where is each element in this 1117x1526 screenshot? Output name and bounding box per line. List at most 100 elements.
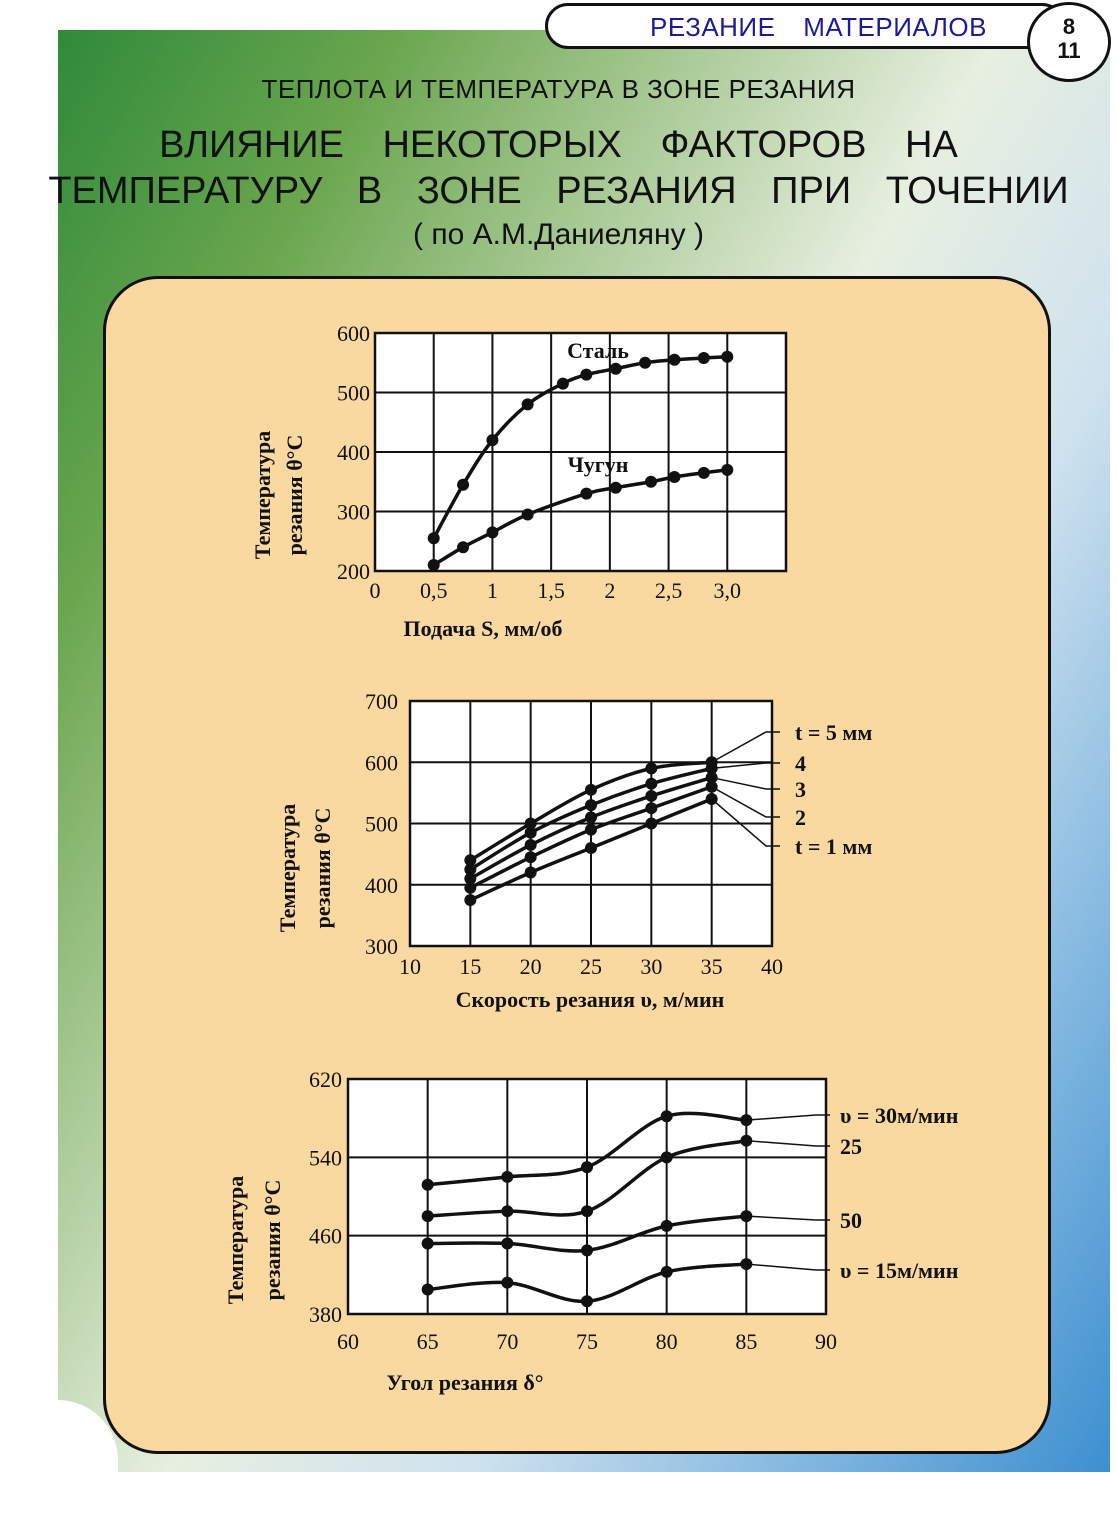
chart-2-ytick-label: 400 (365, 873, 398, 898)
topic-heading: ТЕПЛОТА И ТЕМПЕРАТУРА В ЗОНЕ РЕЗАНИЯ (261, 74, 856, 104)
chart-1-data-point (521, 398, 534, 411)
page-number-badge: 8 11 (1027, 2, 1111, 82)
chart-1-series-label: Сталь (567, 338, 629, 363)
chart-1-ylabel: Температура (250, 431, 275, 559)
chart-2-data-point (524, 866, 537, 879)
chart-3-data-point (660, 1151, 673, 1164)
chart-1-series-label: Чугун (568, 452, 629, 477)
chart-2-data-point (464, 872, 477, 885)
chart-2-data-point (645, 777, 658, 790)
chart-3-data-point (501, 1276, 514, 1289)
chart-2-data-point (524, 817, 537, 830)
chart-3-xtick-label: 85 (735, 1329, 757, 1354)
chart-1-data-point (427, 559, 440, 572)
chart-3-data-point (660, 1110, 673, 1123)
chart-3-data-point (581, 1161, 593, 1174)
chart-2-leader-line (711, 798, 780, 847)
chart-3-leader-line (746, 1139, 830, 1147)
chart-2-xtick-label: 30 (640, 954, 662, 979)
chart-1-data-point (521, 508, 534, 521)
chart-3-leader-line (746, 1215, 830, 1221)
chart-2-data-point (585, 842, 597, 854)
chart-2-series-label: t = 1 мм (795, 834, 872, 859)
chart-2-data-point (464, 863, 477, 876)
chart-2-data-point (645, 817, 658, 830)
chart-3-ylabel-2: резания θ°C (260, 1180, 285, 1301)
chart-1-data-point (721, 463, 734, 476)
chart-2-xtick-label: 25 (580, 954, 602, 979)
chart-2-xtick-label: 20 (520, 954, 542, 979)
chart-1-data-point (668, 470, 681, 483)
chart-3-xtick-label: 70 (496, 1329, 518, 1354)
chart-2-ytick-label: 600 (365, 750, 398, 775)
chart-2-data-point (585, 783, 597, 796)
chart-3-leader-line (746, 1114, 830, 1121)
chart-1-xtick-label: 2,5 (655, 578, 683, 603)
chart-3-data-point (421, 1237, 434, 1250)
chart-2-data-point (645, 802, 658, 815)
chart-2-data-point (585, 823, 597, 836)
chart-3-xtick-label: 60 (337, 1329, 359, 1354)
chart-2-data-point (645, 762, 658, 775)
chart-3-leader-line (746, 1263, 830, 1271)
chart-3-data-point (660, 1219, 673, 1232)
section-header (545, 3, 1065, 49)
chart-3-xtick-label: 90 (815, 1329, 837, 1354)
section-title: РЕЗАНИЕ МАТЕРИАЛОВ (650, 12, 987, 42)
chart-1-data-point (457, 478, 470, 491)
chart-1-xtick-label: 0 (370, 578, 381, 603)
chart-2-series-label: 3 (795, 777, 806, 802)
chart-1-data-point (639, 356, 652, 369)
chart-3-xtick-label: 75 (576, 1329, 598, 1354)
chart-1-xtick-label: 0,5 (420, 578, 448, 603)
chart-2-data-point (524, 851, 537, 864)
chart-2-xlabel: Скорость резания υ, м/мин (456, 987, 725, 1012)
chart-2-ylabel: Температура (275, 804, 300, 932)
chart-3-ytick-label: 380 (309, 1302, 342, 1327)
chart-2-leader-line (711, 786, 780, 818)
chart-1-data-point (486, 434, 499, 447)
chart-2-xtick-label: 40 (761, 954, 783, 979)
chart-2-xtick-label: 10 (399, 954, 421, 979)
chart-1-xlabel: Подача S, мм/об (404, 616, 563, 641)
title-line-2: ТЕМПЕРАТУРУ В ЗОНЕ РЕЗАНИЯ ПРИ ТОЧЕНИИ (48, 170, 1069, 212)
chart-1-data-point (580, 368, 593, 381)
chart-3-ytick-label: 460 (309, 1224, 342, 1249)
chart-1-data-point (721, 350, 734, 363)
chart-3-data-point (421, 1283, 434, 1296)
chart-1-data-point (697, 466, 710, 479)
chart-2-ytick-label: 700 (365, 689, 398, 714)
chart-3-series-label: υ = 15м/мин (840, 1258, 959, 1283)
chart-3-data-point (421, 1178, 434, 1191)
chart-1-data-point (609, 481, 622, 494)
chart-1-xtick-label: 1,5 (537, 578, 565, 603)
chart-2-data-point (585, 811, 597, 824)
chart-2-series-label: 4 (795, 751, 806, 776)
chart-3-data-point (581, 1205, 593, 1218)
chart-1-ytick-label: 400 (337, 440, 370, 465)
chart-3-xtick-label: 65 (417, 1329, 439, 1354)
chart-1-data-point (427, 532, 440, 545)
chart-1-data-point (668, 353, 681, 366)
chart-3-ytick-label: 620 (309, 1067, 342, 1092)
chart-3-series-label: 50 (840, 1208, 862, 1233)
chart-2-leader-line (711, 776, 780, 790)
chart-1-data-point (580, 487, 593, 500)
page-number-bottom: 11 (1057, 38, 1081, 63)
chart-3-ylabel: Температура (223, 1176, 248, 1304)
chart-1-data-point (609, 362, 622, 375)
chart-1-xtick-label: 2 (604, 578, 615, 603)
chart-3-data-point (581, 1295, 593, 1308)
chart-2-series-label: t = 5 мм (795, 720, 872, 745)
chart-1-ytick-label: 600 (337, 321, 370, 346)
chart-2-data-point (464, 854, 477, 867)
chart-2-series-label: 2 (795, 805, 806, 830)
chart-2-ytick-label: 500 (365, 812, 398, 837)
chart-3-data-point (501, 1237, 514, 1250)
chart-2-data-point (464, 881, 477, 894)
chart-3-ytick-label: 540 (309, 1145, 342, 1170)
chart-2-data-point (524, 826, 537, 839)
chart-3-series-label: υ = 30м/мин (840, 1103, 959, 1128)
chart-1-data-point (644, 475, 657, 488)
